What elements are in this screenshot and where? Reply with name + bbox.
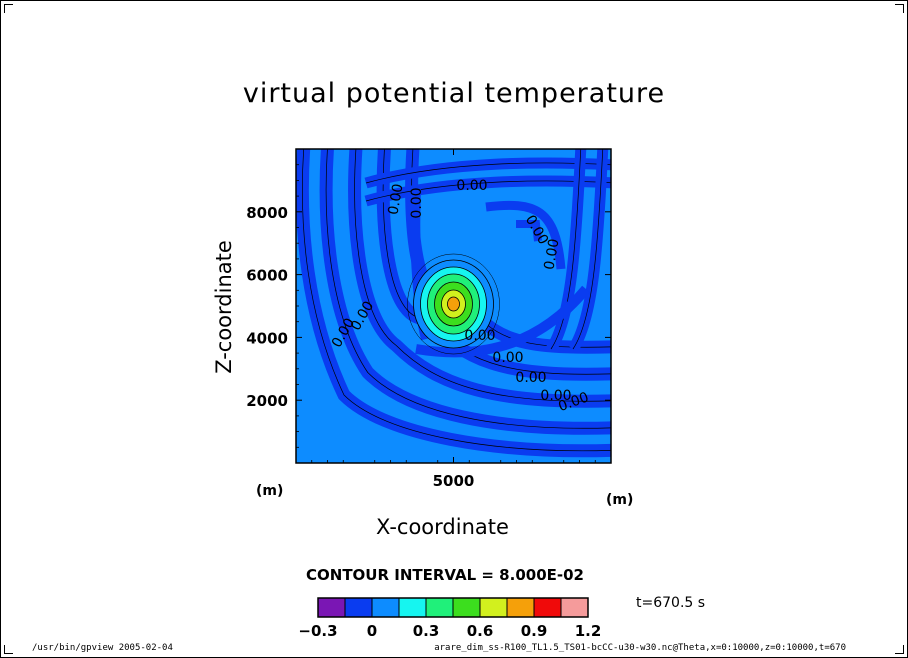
x-axis-unit-secondary: (m)	[606, 492, 634, 508]
colorbar-swatch	[398, 597, 427, 618]
y-tick-label: 2000	[246, 392, 288, 410]
colorbar-tick-label: 0	[367, 622, 377, 640]
colorbar-border	[317, 597, 589, 618]
colorbar-swatch	[506, 597, 535, 618]
y-tick-label: 4000	[246, 329, 288, 347]
colorbar-tick-label: 0.9	[521, 622, 548, 640]
crop-mark-top-right	[895, 4, 904, 13]
bubble-contour	[447, 296, 460, 312]
contour-interval-label: CONTOUR INTERVAL = 8.000E-02	[306, 566, 584, 584]
contour-line	[325, 149, 611, 429]
contour-line	[365, 162, 611, 184]
time-label: t=670.5 s	[636, 595, 706, 611]
crop-mark-bottom-left	[4, 645, 13, 654]
chart-title: virtual potential temperature	[242, 78, 666, 109]
footer-left-text: /usr/bin/gpview 2005-02-04	[32, 643, 173, 653]
contour-label: 0.00	[540, 388, 571, 404]
colorbar-swatch	[371, 597, 400, 618]
contour-line	[354, 149, 611, 402]
footer-right-text: arare_dim_ss-R100_TL1.5_TS01-bcCC-u30-w3…	[434, 643, 846, 653]
colorbar-swatch	[425, 597, 454, 618]
crop-mark-bottom-right	[895, 645, 904, 654]
colorbar-tick-label: 0.6	[467, 622, 494, 640]
contour-label: 0.00	[385, 183, 406, 216]
colorbar-swatch	[452, 597, 481, 618]
contour-label: 0.00	[464, 328, 495, 344]
x-axis-label: X-coordinate	[376, 515, 509, 539]
contour-line	[572, 149, 604, 350]
colorbar-tick-label: 1.2	[575, 622, 602, 640]
x-tick-label: 5000	[433, 472, 475, 490]
contour-line	[365, 180, 611, 202]
contour-band	[516, 220, 542, 242]
colorbar-tick-label: 0.3	[413, 622, 440, 640]
contour-label: 0.00	[515, 370, 546, 386]
contour-label: 0.00	[409, 187, 425, 218]
x-axis-unit: (m)	[256, 483, 284, 499]
colorbar-swatch	[479, 597, 508, 618]
colorbar-tick-label: −0.3	[298, 622, 337, 640]
contour-label: 0.00	[456, 178, 487, 194]
crop-mark-top-left	[4, 4, 13, 13]
y-tick-label: 6000	[246, 267, 288, 285]
contour-line	[550, 149, 582, 350]
colorbar-swatch	[560, 597, 589, 618]
colorbar-swatch	[344, 597, 373, 618]
bubble-contour	[407, 253, 500, 355]
contour-band	[485, 200, 566, 270]
colorbar-swatch	[533, 597, 562, 618]
colorbar-swatch	[317, 597, 346, 618]
contour-line	[302, 149, 611, 452]
contour-label: 0.00	[492, 350, 523, 366]
contour-band	[415, 285, 590, 358]
contour-label: 0.00	[541, 238, 562, 271]
y-tick-label: 8000	[246, 204, 288, 222]
